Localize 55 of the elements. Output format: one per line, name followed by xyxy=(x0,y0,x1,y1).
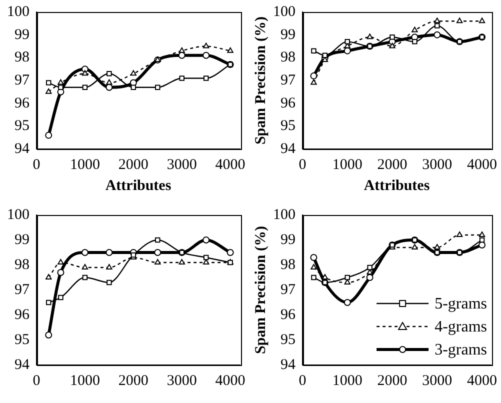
x-tick-label: 3000 xyxy=(422,372,452,389)
y-tick-label: 95 xyxy=(280,332,296,348)
y-tick-label: 94 xyxy=(14,140,30,157)
y-tick-label: 97 xyxy=(280,72,296,88)
x-tick-label: 0 xyxy=(32,156,40,173)
y-tick-label: 94 xyxy=(280,140,296,157)
y-tick-label: 96 xyxy=(14,306,30,323)
y-tick-label: 97 xyxy=(14,282,30,298)
x-tick-label: 4000 xyxy=(467,372,498,389)
y-tick-label: 99 xyxy=(280,26,296,43)
y-tick-label: 95 xyxy=(14,118,30,134)
legend-label: 4-grams xyxy=(434,318,488,336)
x-tick-label: 0 xyxy=(298,372,306,389)
y-tick-label: 100 xyxy=(7,206,30,223)
y-tick-label: 98 xyxy=(14,50,30,66)
y-tick-label: 99 xyxy=(14,232,30,248)
y-tick-label: 97 xyxy=(14,72,30,88)
x-tick-label: 3000 xyxy=(422,156,452,173)
y-tick-label: 99 xyxy=(14,26,30,43)
x-tick-label: 4000 xyxy=(215,156,246,173)
y-axis-title: Spam Precision (%) xyxy=(252,16,269,145)
x-tick-label: 1000 xyxy=(70,156,100,173)
y-tick-label: 99 xyxy=(280,232,296,248)
legend-label: 3-grams xyxy=(434,342,488,359)
y-tick-label: 96 xyxy=(14,95,30,112)
x-tick-label: 3000 xyxy=(166,372,197,389)
y-tick-label: 94 xyxy=(14,356,30,373)
y-tick-label: 98 xyxy=(14,256,30,273)
y-tick-label: 100 xyxy=(7,4,30,20)
y-tick-label: 98 xyxy=(280,50,296,66)
y-tick-label: 96 xyxy=(280,95,296,112)
x-tick-label: 2000 xyxy=(377,372,408,389)
y-tick-label: 100 xyxy=(273,206,296,223)
x-tick-label: 1000 xyxy=(332,156,362,173)
y-tick-label: 96 xyxy=(280,306,296,323)
x-axis-title: Attributes xyxy=(105,178,172,194)
x-tick-label: 0 xyxy=(298,156,306,173)
y-tick-label: 97 xyxy=(280,282,296,298)
x-tick-label: 0 xyxy=(32,372,40,389)
x-tick-label: 2000 xyxy=(377,156,408,173)
x-tick-label: 2000 xyxy=(118,156,148,173)
x-tick-label: 4000 xyxy=(215,372,246,389)
x-tick-label: 3000 xyxy=(166,156,197,173)
x-axis-title: Attributes xyxy=(364,178,430,194)
y-tick-label: 100 xyxy=(273,4,296,20)
y-tick-label: 95 xyxy=(14,332,30,348)
x-tick-label: 1000 xyxy=(332,372,362,389)
y-tick-label: 94 xyxy=(280,356,296,373)
x-tick-label: 2000 xyxy=(118,372,148,389)
x-tick-label: 1000 xyxy=(70,372,100,389)
y-tick-label: 98 xyxy=(280,256,296,273)
y-tick-label: 95 xyxy=(280,118,296,134)
legend-label: 5-grams xyxy=(434,296,488,313)
x-tick-label: 4000 xyxy=(467,156,498,173)
y-axis-title: Spam Precision (%) xyxy=(252,226,269,354)
